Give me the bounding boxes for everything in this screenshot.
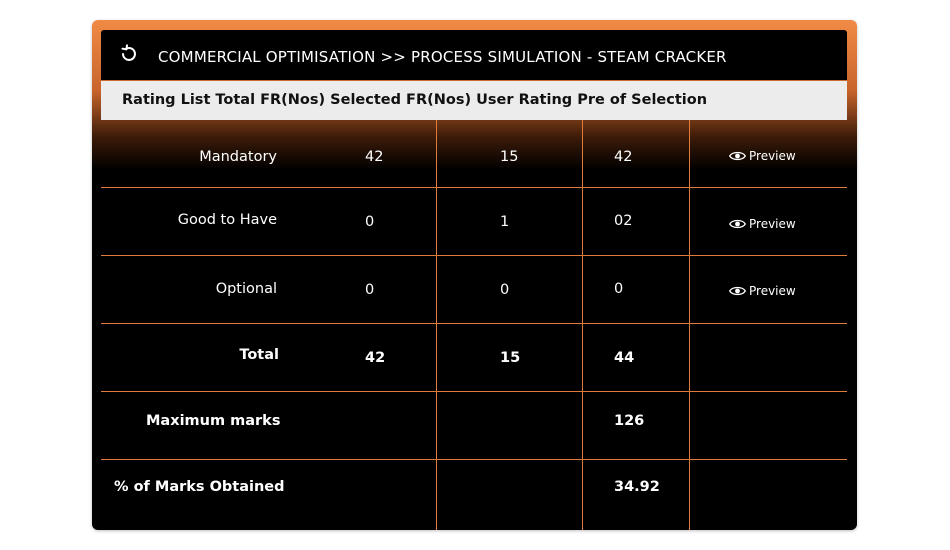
preview-label: Preview: [749, 217, 796, 231]
maximum-marks-label: Maximum marks: [146, 413, 281, 429]
user-rating-value: 42: [614, 149, 633, 165]
rating-label: Good to Have: [177, 212, 277, 228]
title-bar: COMMERCIAL OPTIMISATION >> PROCESS SIMUL…: [101, 30, 847, 80]
total-fr-value: 0: [365, 282, 375, 298]
grid-line-vertical: [436, 120, 437, 530]
preview-label: Preview: [749, 149, 796, 163]
grid-line-horizontal: [101, 187, 847, 188]
user-rating-value: 0: [614, 281, 624, 297]
grid-line-horizontal: [101, 323, 847, 324]
eye-icon: [729, 151, 746, 161]
preview-button[interactable]: Preview: [729, 149, 796, 163]
eye-icon: [729, 286, 746, 296]
table-header: Rating List Total FR(Nos) Selected FR(No…: [101, 81, 847, 120]
preview-button[interactable]: Preview: [729, 217, 796, 231]
refresh-icon[interactable]: [118, 43, 140, 65]
maximum-marks-value: 126: [614, 413, 645, 429]
grid-line-horizontal: [101, 255, 847, 256]
grid-line-horizontal: [101, 459, 847, 460]
rating-label: Mandatory: [199, 149, 277, 165]
percent-obtained-label: % of Marks Obtained: [114, 479, 285, 495]
rating-card: COMMERCIAL OPTIMISATION >> PROCESS SIMUL…: [92, 20, 857, 530]
selected-fr-value: 0: [500, 282, 510, 298]
page-title: COMMERCIAL OPTIMISATION >> PROCESS SIMUL…: [158, 48, 727, 66]
preview-button[interactable]: Preview: [729, 284, 796, 298]
total-fr-value: 0: [365, 214, 375, 230]
total-label: Total: [239, 347, 279, 363]
total-fr-sum: 42: [365, 350, 386, 366]
total-fr-value: 42: [365, 149, 384, 165]
percent-obtained-value: 34.92: [614, 479, 660, 495]
selected-fr-sum: 15: [500, 350, 521, 366]
user-rating-sum: 44: [614, 350, 635, 366]
grid-line-vertical: [689, 120, 690, 530]
grid-line-horizontal: [101, 391, 847, 392]
selected-fr-value: 15: [500, 149, 519, 165]
rating-label: Optional: [215, 281, 277, 297]
table-header-text: Rating List Total FR(Nos) Selected FR(No…: [122, 92, 708, 108]
preview-label: Preview: [749, 284, 796, 298]
eye-icon: [729, 219, 746, 229]
selected-fr-value: 1: [500, 214, 510, 230]
user-rating-value: 02: [614, 213, 633, 229]
grid-line-vertical: [582, 120, 583, 530]
